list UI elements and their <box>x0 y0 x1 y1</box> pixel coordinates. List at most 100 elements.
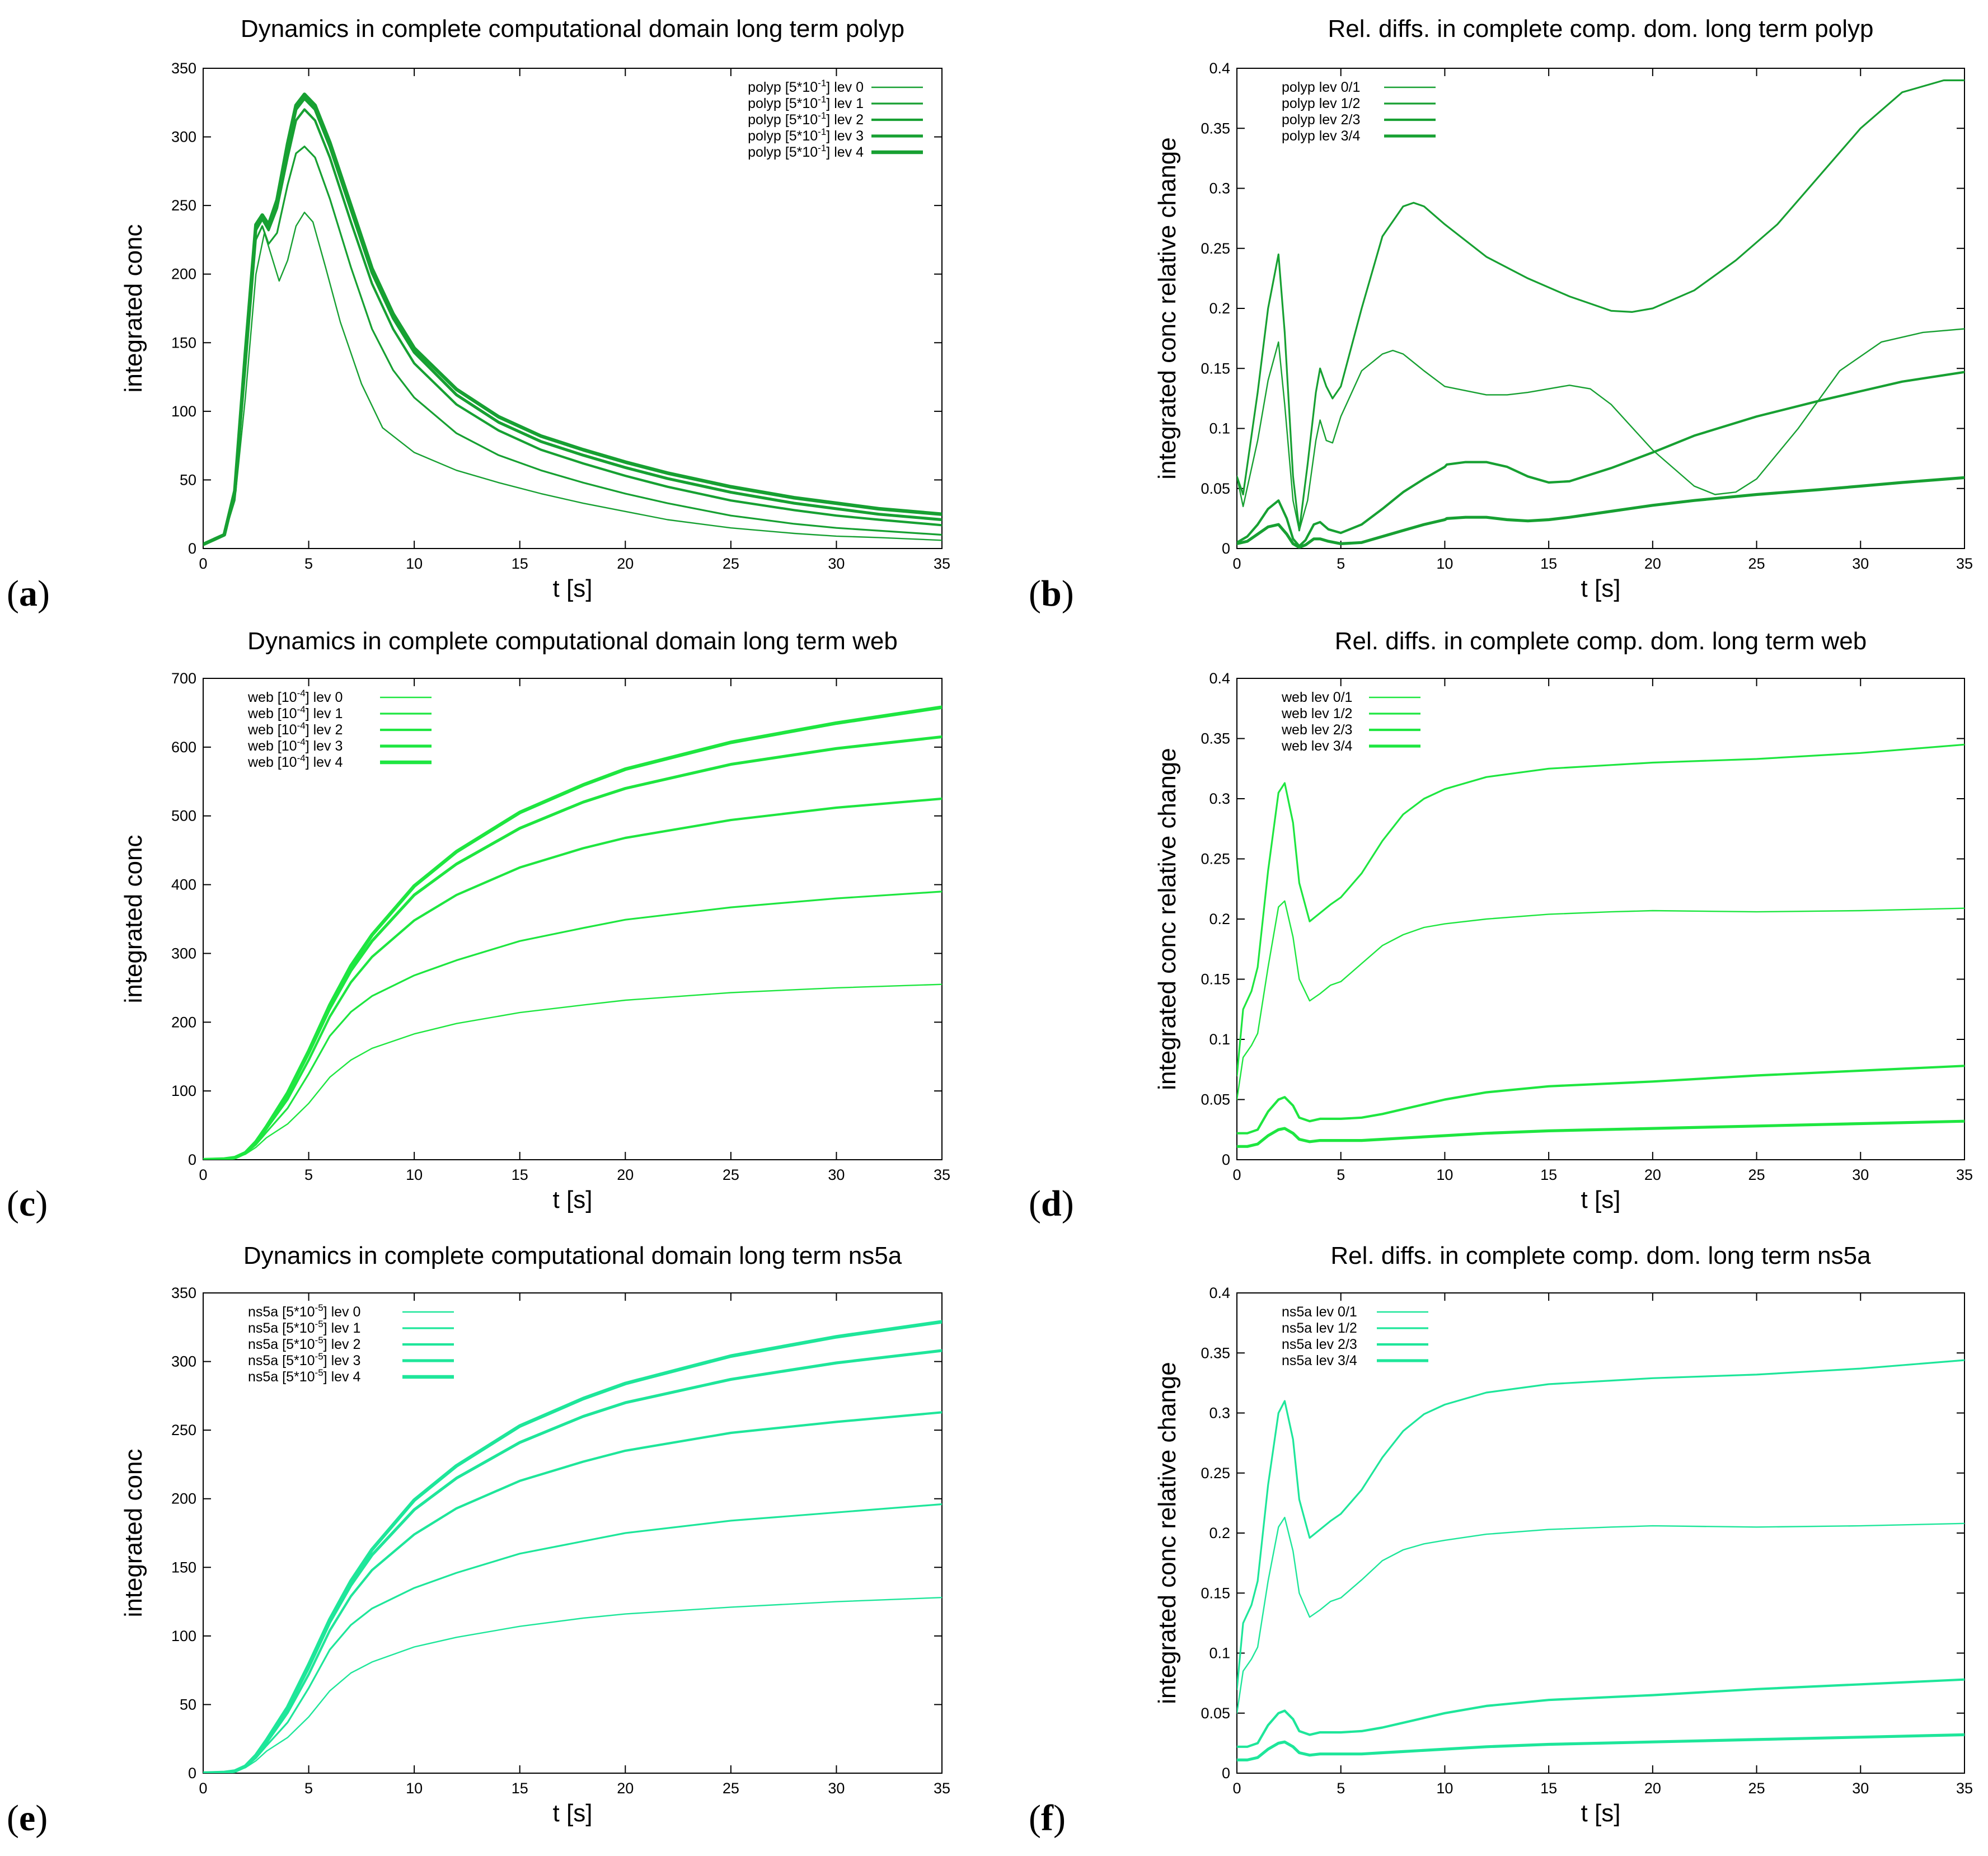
y-axis-label: integrated conc <box>120 224 147 393</box>
x-axis-label: t [s] <box>553 1186 593 1213</box>
y-tick-label: 0 <box>188 1151 196 1168</box>
y-tick-label: 0.15 <box>1201 1585 1230 1601</box>
x-tick-label: 5 <box>1337 1780 1345 1797</box>
x-tick-label: 35 <box>1956 1780 1973 1797</box>
x-tick-label: 30 <box>828 555 845 572</box>
series-line-0 <box>203 1597 942 1773</box>
x-tick-label: 25 <box>1748 555 1765 572</box>
x-tick-label: 5 <box>304 1780 313 1797</box>
legend-label: ns5a [5*10-5] lev 3 <box>248 1351 360 1368</box>
y-tick-label: 0.35 <box>1201 120 1230 137</box>
chart-title: Rel. diffs. in complete comp. dom. long … <box>1335 627 1867 655</box>
y-tick-label: 0.4 <box>1209 60 1230 77</box>
x-tick-label: 35 <box>934 1780 950 1797</box>
legend-label: polyp lev 2/3 <box>1282 112 1360 128</box>
y-tick-label: 0.1 <box>1209 1031 1230 1048</box>
legend-label: polyp [5*10-1] lev 2 <box>748 110 864 128</box>
y-tick-label: 700 <box>171 670 196 687</box>
legend-label: polyp [5*10-1] lev 3 <box>748 126 864 144</box>
y-tick-label: 0.15 <box>1201 360 1230 377</box>
y-tick-label: 0.2 <box>1209 300 1230 317</box>
chart-title: Dynamics in complete computational domai… <box>241 15 904 43</box>
x-tick-label: 0 <box>1232 555 1241 572</box>
x-tick-label: 35 <box>934 555 950 572</box>
legend-label: ns5a [5*10-5] lev 0 <box>248 1302 360 1320</box>
x-tick-label: 20 <box>1644 1166 1661 1183</box>
legend-label: ns5a lev 1/2 <box>1282 1320 1357 1336</box>
y-tick-label: 0.4 <box>1209 1285 1230 1301</box>
x-tick-label: 5 <box>304 555 313 572</box>
y-axis-label: integrated conc <box>120 835 147 1004</box>
y-tick-label: 0.2 <box>1209 911 1230 927</box>
series-line-0 <box>203 212 942 545</box>
x-tick-label: 30 <box>828 1780 845 1797</box>
x-tick-label: 10 <box>1436 1780 1453 1797</box>
x-tick-label: 15 <box>512 555 528 572</box>
y-axis-label: integrated conc <box>120 1449 147 1618</box>
y-tick-label: 200 <box>171 1491 196 1507</box>
series-line-2 <box>1237 371 1964 547</box>
y-tick-label: 400 <box>171 877 196 893</box>
x-tick-label: 5 <box>304 1166 313 1183</box>
y-tick-label: 0.05 <box>1201 1091 1230 1108</box>
legend-label: web lev 2/3 <box>1281 722 1352 738</box>
y-tick-label: 0.15 <box>1201 971 1230 988</box>
x-tick-label: 25 <box>723 1780 739 1797</box>
x-tick-label: 15 <box>1540 1166 1557 1183</box>
legend-label: web [10-4] lev 1 <box>247 704 343 721</box>
legend-label: polyp lev 0/1 <box>1282 79 1360 95</box>
series-line-0 <box>1237 1516 1964 1714</box>
legend-label: polyp [5*10-1] lev 0 <box>748 78 864 95</box>
y-tick-label: 0.4 <box>1209 670 1230 687</box>
chart-panel-e: Dynamics in complete computational domai… <box>7 1242 950 1839</box>
y-tick-label: 100 <box>171 403 196 420</box>
y-tick-label: 0.25 <box>1201 1465 1230 1482</box>
y-tick-label: 600 <box>171 739 196 756</box>
y-tick-label: 300 <box>171 1353 196 1370</box>
y-tick-label: 0 <box>1222 540 1230 557</box>
legend-label: ns5a [5*10-5] lev 4 <box>248 1367 360 1385</box>
legend-label: polyp lev 3/4 <box>1282 128 1360 144</box>
legend-label: polyp [5*10-1] lev 4 <box>748 143 864 160</box>
x-tick-label: 15 <box>1540 1780 1557 1797</box>
series-line-0 <box>203 983 942 1160</box>
x-tick-label: 0 <box>1232 1166 1241 1183</box>
x-tick-label: 30 <box>1852 555 1869 572</box>
series-line-1 <box>1237 743 1964 1077</box>
legend-label: web [10-4] lev 0 <box>247 688 343 705</box>
x-tick-label: 0 <box>199 555 207 572</box>
y-tick-label: 150 <box>171 334 196 351</box>
x-tick-label: 20 <box>1644 1780 1661 1797</box>
x-axis-label: t [s] <box>1581 1799 1621 1827</box>
panel-letter: (c) <box>7 1183 48 1224</box>
x-tick-label: 5 <box>1337 555 1345 572</box>
y-tick-label: 0.3 <box>1209 180 1230 197</box>
y-tick-label: 0.35 <box>1201 730 1230 747</box>
x-tick-label: 15 <box>1540 555 1557 572</box>
y-tick-label: 350 <box>171 60 196 77</box>
x-tick-label: 25 <box>723 1166 739 1183</box>
x-tick-label: 10 <box>406 1166 423 1183</box>
series-line-1 <box>203 1503 942 1773</box>
y-axis-label: integrated conc relative change <box>1154 748 1181 1090</box>
y-tick-label: 100 <box>171 1082 196 1099</box>
legend-label: web [10-4] lev 4 <box>247 753 343 770</box>
y-tick-label: 0.25 <box>1201 851 1230 868</box>
y-tick-label: 500 <box>171 808 196 824</box>
series-line-1 <box>203 890 942 1160</box>
y-tick-label: 0.2 <box>1209 1525 1230 1541</box>
x-tick-label: 25 <box>1748 1780 1765 1797</box>
y-axis-label: integrated conc relative change <box>1154 137 1181 480</box>
legend-label: web lev 3/4 <box>1281 738 1353 754</box>
legend-label: polyp lev 1/2 <box>1282 96 1360 111</box>
y-tick-label: 0.3 <box>1209 1405 1230 1422</box>
chart-title: Dynamics in complete computational domai… <box>247 627 898 655</box>
x-tick-label: 35 <box>934 1166 950 1183</box>
plot-frame <box>203 678 943 1160</box>
y-tick-label: 0.05 <box>1201 480 1230 497</box>
legend-label: ns5a lev 0/1 <box>1282 1304 1357 1320</box>
y-axis-label: integrated conc relative change <box>1154 1362 1181 1704</box>
x-tick-label: 20 <box>617 555 634 572</box>
x-tick-label: 20 <box>617 1166 634 1183</box>
